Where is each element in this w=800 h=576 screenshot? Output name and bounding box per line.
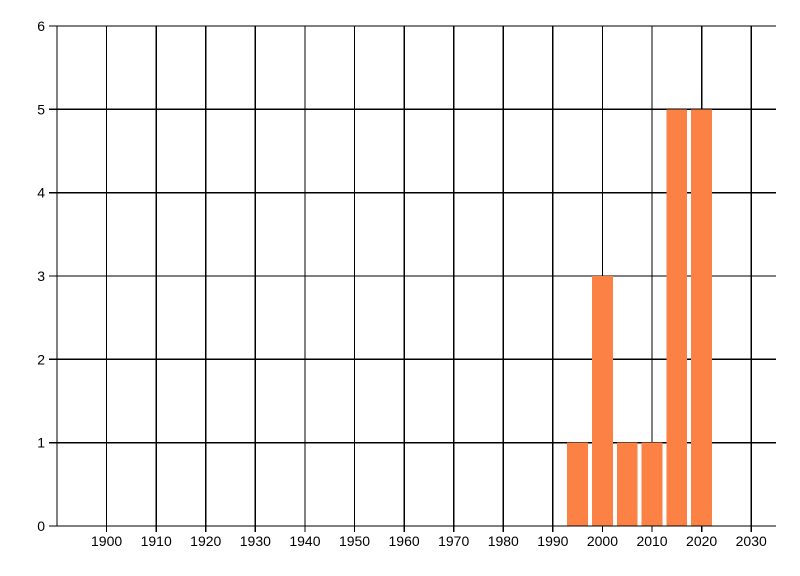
bar-1995 (567, 442, 588, 526)
x-tick-label: 1900 (91, 533, 122, 549)
bar-2020 (691, 109, 712, 527)
x-tick-label: 1950 (339, 533, 370, 549)
x-tick-label: 1930 (240, 533, 271, 549)
y-tick-label: 0 (37, 518, 45, 534)
x-tick-label: 2020 (686, 533, 717, 549)
bar-2015 (666, 109, 688, 527)
bar-2000 (592, 276, 613, 526)
y-tick-label: 1 (37, 435, 45, 451)
y-tick-label: 3 (37, 268, 45, 284)
x-tick-label: 1940 (289, 533, 320, 549)
x-tick-label: 2030 (736, 533, 767, 549)
x-tick-label: 1920 (190, 533, 221, 549)
x-tick-label: 1960 (389, 533, 420, 549)
x-tick-label: 1990 (537, 533, 568, 549)
y-tick-label: 4 (37, 185, 45, 201)
x-tick-label: 2010 (636, 533, 667, 549)
y-tick-label: 2 (37, 351, 45, 367)
y-tick-label: 5 (37, 101, 45, 117)
x-tick-label: 1970 (438, 533, 469, 549)
bar-2005 (616, 442, 638, 526)
bar-2010 (641, 442, 663, 526)
x-tick-label: 1980 (488, 533, 519, 549)
x-tick-label: 2000 (587, 533, 618, 549)
y-tick-label: 6 (37, 18, 45, 34)
x-tick-label: 1910 (141, 533, 172, 549)
